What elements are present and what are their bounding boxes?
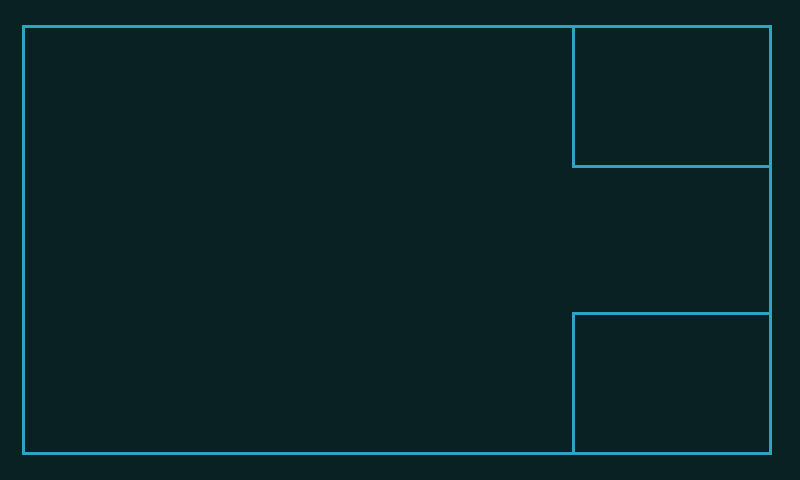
top-right-panel xyxy=(572,25,772,168)
bottom-right-panel xyxy=(572,312,772,455)
main-panel xyxy=(22,25,772,455)
